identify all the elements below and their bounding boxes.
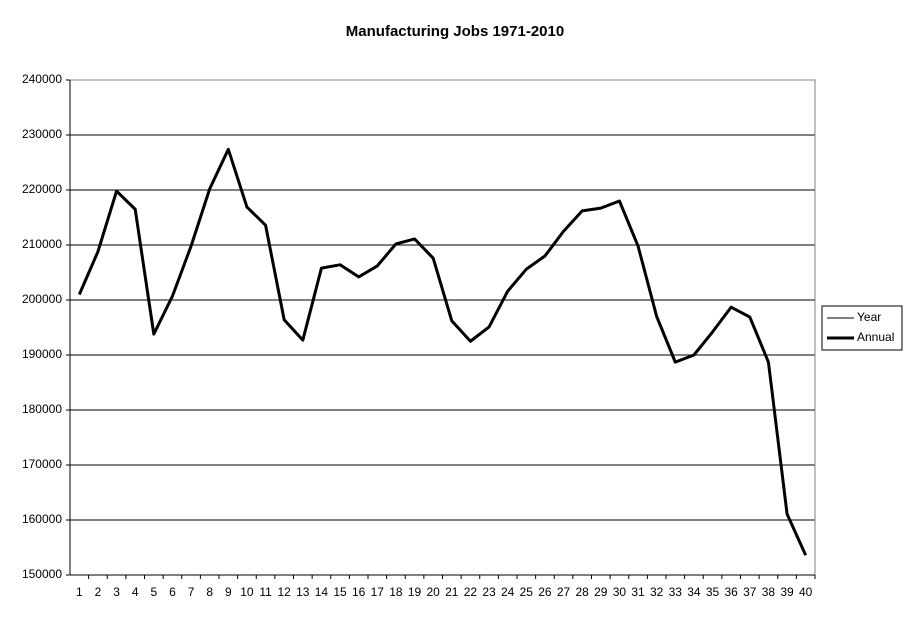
legend-label: Year [857, 310, 881, 324]
x-tick-label: 16 [352, 585, 366, 599]
x-tick-label: 38 [762, 585, 776, 599]
x-tick-label: 26 [538, 585, 552, 599]
y-tick-label: 160000 [22, 512, 62, 526]
x-tick-label: 13 [296, 585, 310, 599]
x-tick-label: 19 [408, 585, 422, 599]
x-tick-label: 14 [315, 585, 329, 599]
x-tick-label: 20 [427, 585, 441, 599]
line [77, 147, 808, 556]
x-tick-label: 21 [445, 585, 459, 599]
x-tick-label: 27 [557, 585, 571, 599]
x-tick-label: 23 [482, 585, 496, 599]
x-tick-label: 2 [95, 585, 102, 599]
x-tick-label: 35 [706, 585, 720, 599]
x-tick-label: 12 [278, 585, 292, 599]
x-tick-label: 18 [389, 585, 403, 599]
x-tick-label: 15 [333, 585, 347, 599]
x-tick-label: 5 [150, 585, 157, 599]
y-tick-label: 180000 [22, 402, 62, 416]
x-tick-label: 6 [169, 585, 176, 599]
x-tick-label: 40 [799, 585, 813, 599]
x-tick-label: 31 [631, 585, 645, 599]
x-tick-label: 22 [464, 585, 478, 599]
y-tick-label: 150000 [22, 567, 62, 581]
x-tick-label: 3 [113, 585, 120, 599]
x-tick-label: 8 [206, 585, 213, 599]
x-tick-label: 36 [725, 585, 739, 599]
x-tick-label: 25 [520, 585, 534, 599]
x-tick-label: 24 [501, 585, 515, 599]
legend-label: Annual [857, 330, 894, 344]
y-tick-label: 220000 [22, 182, 62, 196]
x-tick-label: 7 [188, 585, 195, 599]
y-tick-label: 170000 [22, 457, 62, 471]
x-tick-label: 28 [576, 585, 590, 599]
x-tick-label: 39 [780, 585, 794, 599]
x-tick-label: 29 [594, 585, 608, 599]
y-tick-label: 230000 [22, 127, 62, 141]
x-tick-label: 17 [371, 585, 385, 599]
y-tick-label: 200000 [22, 292, 62, 306]
x-tick-label: 34 [687, 585, 701, 599]
plot-border [69, 79, 816, 576]
chart-title: Manufacturing Jobs 1971-2010 [346, 23, 564, 40]
x-tick-label: 32 [650, 585, 664, 599]
x-tick-label: 9 [225, 585, 232, 599]
x-tick-label: 37 [743, 585, 757, 599]
y-tick-label: 210000 [22, 237, 62, 251]
y-tick-label: 190000 [22, 347, 62, 361]
x-tick-label: 30 [613, 585, 627, 599]
x-tick-label: 1 [76, 585, 83, 599]
x-tick-label: 11 [259, 585, 272, 599]
y-tick-label: 240000 [22, 72, 62, 86]
x-tick-label: 33 [669, 585, 683, 599]
x-tick-label: 10 [240, 585, 254, 599]
x-tick-label: 4 [132, 585, 139, 599]
legend-box [821, 305, 903, 351]
